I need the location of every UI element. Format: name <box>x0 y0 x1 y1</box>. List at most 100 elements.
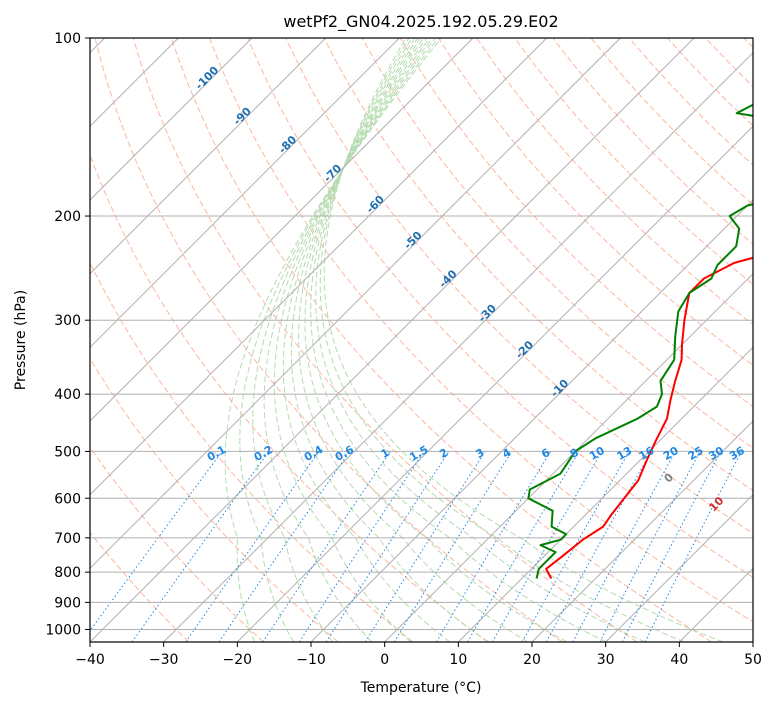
mixing-ratio-line <box>131 451 270 642</box>
isotherm-line <box>384 272 753 642</box>
isotherm-line <box>90 38 253 201</box>
moist-adiabat-line <box>239 38 439 642</box>
moist-adiabat-label: 10 <box>706 494 726 514</box>
dry-adiabat-line <box>94 38 563 642</box>
isotherm-line <box>90 38 474 422</box>
isotherm-line <box>90 38 548 496</box>
dry-adiabat-line <box>90 446 264 642</box>
mixing-ratio-line <box>185 451 320 642</box>
isotherm-label: -100 <box>193 63 222 92</box>
mixing-ratio-label: 2 <box>437 446 450 461</box>
dry-adiabat-line <box>399 38 753 408</box>
dry-adiabat-line <box>209 38 753 623</box>
isotherm-line <box>531 420 753 642</box>
dry-adiabat-line <box>705 38 753 88</box>
isotherm-label: -50 <box>401 229 424 252</box>
moist-adiabat-line <box>282 38 451 642</box>
y-tick-label: 1000 <box>45 622 81 638</box>
x-axis-label: Temperature (°C) <box>360 680 482 696</box>
dry-adiabat-line <box>437 38 753 366</box>
mixing-ratio-line <box>572 451 676 642</box>
y-axis-label: Pressure (hPa) <box>13 290 29 390</box>
x-tick-label: −40 <box>75 652 105 668</box>
y-tick-label: 300 <box>54 313 81 329</box>
moist-adiabat-line <box>315 38 646 642</box>
isotherm-line <box>605 493 753 642</box>
mixing-ratio-line <box>90 451 223 632</box>
moist-adiabat-label: 0 <box>662 471 677 486</box>
x-tick-label: 0 <box>380 652 389 668</box>
mixing-ratio-line <box>467 451 580 642</box>
x-tick-label: −10 <box>296 652 326 668</box>
mixing-ratio-label: 10 <box>587 444 607 463</box>
dry-adiabat-line <box>132 38 638 642</box>
mixing-ratio-line <box>393 451 513 642</box>
dry-adiabat-line <box>170 38 712 642</box>
isotherm-line <box>310 199 753 642</box>
isotherm-label: -30 <box>476 302 499 325</box>
isotherm-line <box>90 38 400 349</box>
dry-adiabat-line <box>667 38 753 127</box>
x-tick-label: 50 <box>744 652 762 668</box>
mixing-ratio-label: 1.5 <box>407 443 430 464</box>
dry-adiabat-line <box>552 38 753 245</box>
mixing-ratio-label: 25 <box>686 444 706 463</box>
moist-adiabat-line <box>263 38 433 642</box>
x-tick-label: 30 <box>597 652 615 668</box>
mixing-ratio-line <box>621 451 722 642</box>
mixing-ratio-label: 3 <box>474 446 487 461</box>
dry-adiabat-line <box>743 38 753 49</box>
mixing-ratio-line <box>644 451 742 642</box>
plot-frame <box>89 37 754 643</box>
mixing-ratio-label: 20 <box>661 444 681 463</box>
dry-adiabat-line <box>90 357 339 642</box>
mixing-ratio-line <box>262 451 391 642</box>
moist-adiabat-line <box>319 38 685 642</box>
isotherm-line <box>90 38 621 570</box>
isotherm-line <box>236 125 753 642</box>
moist-adiabat-line <box>298 38 529 642</box>
moist-adiabat-line <box>310 38 607 642</box>
mixing-ratio-label: 36 <box>727 444 747 463</box>
isotherm-line <box>457 346 753 642</box>
mixing-ratio-label: 6 <box>539 446 552 461</box>
mixing-ratio-line <box>218 451 351 642</box>
x-tick-label: −30 <box>149 652 179 668</box>
y-tick-label: 600 <box>54 491 81 507</box>
y-tick-label: 700 <box>54 531 81 547</box>
mixing-ratio-line <box>545 451 652 642</box>
isotherm-line <box>752 641 753 642</box>
isotherm-label: -10 <box>548 377 571 400</box>
dry-adiabat-line <box>514 38 753 285</box>
moist-adiabat-line <box>304 38 568 642</box>
moist-adiabat-line <box>290 38 490 642</box>
dewpoint-profile-line <box>527 103 753 579</box>
isotherm-label: -90 <box>231 105 254 128</box>
y-tick-label: 500 <box>54 444 81 460</box>
x-tick-label: 20 <box>523 652 541 668</box>
dry-adiabat-line <box>247 38 753 578</box>
dry-adiabat-line <box>90 153 488 642</box>
x-tick-label: 10 <box>449 652 467 668</box>
mixing-ratio-label: 0.6 <box>333 443 357 464</box>
dry-adiabat-line <box>90 261 414 642</box>
isotherm-label: -60 <box>364 193 387 216</box>
x-tick-label: −20 <box>223 652 253 668</box>
moist-adiabat-line <box>252 38 436 642</box>
isotherm-line <box>90 38 327 275</box>
x-tick-label: 40 <box>670 652 688 668</box>
isotherm-line <box>163 51 753 642</box>
dry-adiabat-line <box>476 38 753 326</box>
mixing-ratio-line <box>325 451 450 642</box>
y-tick-label: 800 <box>54 565 81 581</box>
mixing-ratio-line <box>298 451 425 642</box>
mixing-ratio-line <box>599 451 701 642</box>
mixing-ratio-label: 0.4 <box>302 443 326 464</box>
dry-adiabat-line <box>90 531 190 642</box>
isotherm-line <box>678 567 753 642</box>
y-tick-label: 200 <box>54 209 81 225</box>
isotherm-line <box>90 38 695 642</box>
chart-title: wetPf2_GN04.2025.192.05.29.E02 <box>283 12 558 32</box>
moist-adiabat-label: 20 <box>751 523 771 543</box>
